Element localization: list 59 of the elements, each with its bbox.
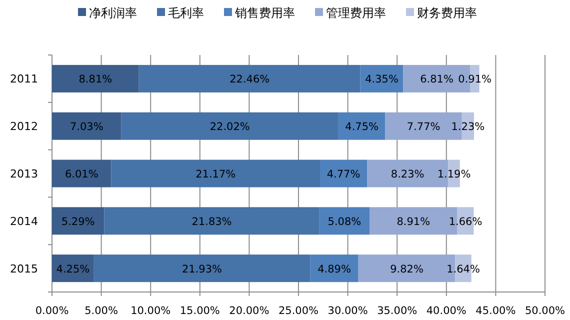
x-tick-label: 50.00% bbox=[524, 305, 566, 317]
data-label: 22.46% bbox=[230, 74, 270, 86]
bar bbox=[52, 64, 139, 92]
bar bbox=[338, 112, 386, 140]
data-label: 1.19% bbox=[437, 168, 471, 180]
data-label: 4.77% bbox=[326, 168, 360, 180]
x-tick-label: 20.00% bbox=[229, 305, 270, 317]
x-tick-label: 5.00% bbox=[84, 305, 118, 317]
bar bbox=[52, 207, 104, 235]
y-tick-label: 2015 bbox=[10, 262, 38, 276]
bar bbox=[310, 254, 358, 282]
bar bbox=[94, 254, 310, 282]
legend-label: 毛利率 bbox=[168, 6, 204, 20]
data-label: 4.25% bbox=[56, 263, 90, 276]
data-label: 6.01% bbox=[64, 168, 98, 180]
x-tick-label: 35.00% bbox=[377, 305, 418, 317]
data-label: 8.23% bbox=[390, 168, 424, 180]
x-tick-label: 45.00% bbox=[476, 305, 516, 317]
bar bbox=[320, 160, 368, 188]
bar bbox=[319, 207, 370, 235]
x-tick-label: 10.00% bbox=[130, 305, 171, 317]
legend-label: 净利润率 bbox=[89, 6, 137, 20]
bar bbox=[52, 160, 112, 188]
legend-label: 财务费用率 bbox=[417, 6, 477, 20]
data-label: 21.93% bbox=[182, 263, 222, 276]
data-label: 1.23% bbox=[451, 121, 485, 134]
bar bbox=[138, 64, 360, 92]
y-tick-label: 2013 bbox=[10, 168, 38, 180]
y-tick-label: 2014 bbox=[10, 214, 38, 228]
legend-label: 管理费用率 bbox=[326, 6, 386, 20]
data-label: 1.66% bbox=[448, 216, 482, 228]
bar bbox=[52, 254, 94, 282]
x-tick-label: 15.00% bbox=[180, 305, 220, 317]
data-label: 4.75% bbox=[345, 121, 379, 134]
data-label: 22.02% bbox=[210, 121, 250, 134]
data-label: 4.35% bbox=[365, 74, 398, 86]
bar bbox=[121, 112, 338, 140]
data-label: 7.03% bbox=[70, 121, 104, 134]
bar bbox=[52, 112, 122, 140]
data-label: 7.77% bbox=[406, 121, 440, 134]
data-label: 21.83% bbox=[192, 216, 232, 228]
data-label: 5.29% bbox=[61, 216, 95, 228]
data-label: 5.08% bbox=[328, 216, 362, 228]
data-label: 0.91% bbox=[458, 74, 492, 86]
y-tick-label: 2011 bbox=[10, 72, 38, 86]
data-label: 9.82% bbox=[390, 263, 424, 276]
x-tick-label: 25.00% bbox=[278, 305, 319, 317]
bar bbox=[111, 160, 320, 188]
data-label: 8.81% bbox=[78, 74, 112, 86]
data-label: 6.81% bbox=[420, 74, 454, 86]
x-tick-label: 0.00% bbox=[35, 305, 69, 317]
x-tick-label: 40.00% bbox=[426, 305, 466, 317]
data-label: 8.91% bbox=[396, 216, 430, 228]
bar bbox=[104, 207, 320, 235]
y-tick-label: 2012 bbox=[10, 120, 38, 134]
data-label: 1.64% bbox=[446, 263, 480, 276]
x-tick-label: 30.00% bbox=[328, 305, 368, 317]
data-label: 21.17% bbox=[196, 168, 236, 180]
data-label: 4.89% bbox=[318, 263, 351, 276]
